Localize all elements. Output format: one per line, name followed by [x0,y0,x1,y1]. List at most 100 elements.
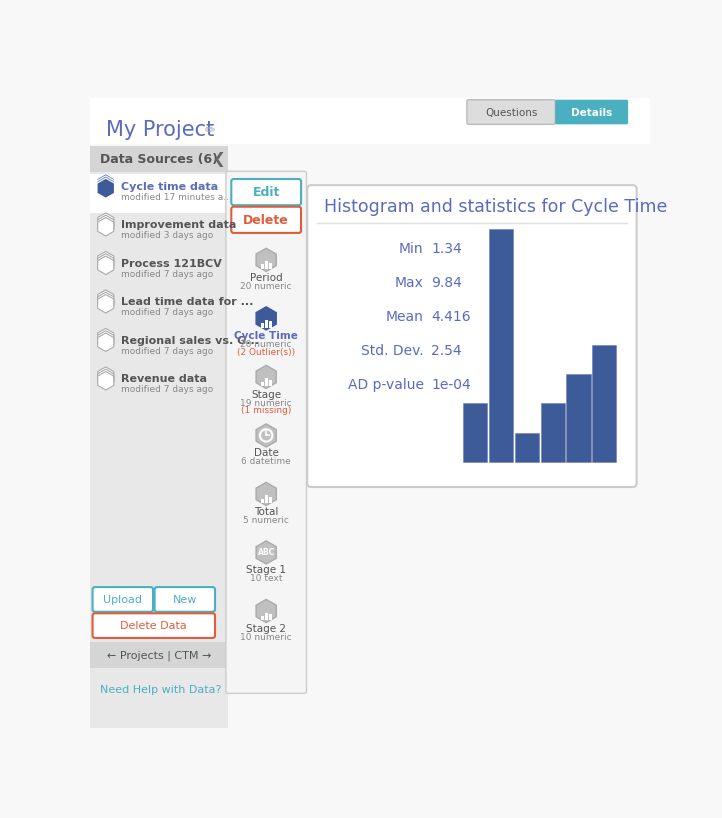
FancyBboxPatch shape [308,185,637,487]
Text: 6 datetime: 6 datetime [241,457,291,466]
Text: Cycle time data: Cycle time data [121,182,218,191]
FancyBboxPatch shape [269,497,271,503]
Text: modified 3 days ago: modified 3 days ago [121,231,214,240]
Polygon shape [256,541,277,564]
Polygon shape [256,424,277,447]
FancyBboxPatch shape [90,146,228,172]
FancyBboxPatch shape [515,433,539,461]
Polygon shape [256,249,277,272]
FancyBboxPatch shape [265,379,268,386]
Polygon shape [97,251,114,270]
Polygon shape [97,173,115,194]
FancyBboxPatch shape [92,614,215,638]
Text: modified 7 days ago: modified 7 days ago [121,347,214,356]
FancyBboxPatch shape [541,403,565,461]
Polygon shape [97,333,114,352]
Text: Std. Dev.: Std. Dev. [361,344,424,357]
Polygon shape [97,215,114,234]
Text: 20 numeric: 20 numeric [240,281,292,290]
FancyBboxPatch shape [90,146,228,731]
FancyBboxPatch shape [463,403,487,461]
FancyBboxPatch shape [90,642,228,668]
Text: Data Sources (6): Data Sources (6) [100,153,217,166]
Text: 5 numeric: 5 numeric [243,515,289,524]
Polygon shape [97,178,115,198]
Polygon shape [97,256,114,275]
Text: (1 missing): (1 missing) [241,407,292,416]
FancyBboxPatch shape [467,100,555,124]
FancyBboxPatch shape [226,171,306,694]
Text: Questions: Questions [485,108,537,118]
FancyBboxPatch shape [261,498,264,503]
FancyBboxPatch shape [265,262,268,269]
Text: modified 7 days ago: modified 7 days ago [121,308,214,317]
Polygon shape [256,600,277,622]
FancyBboxPatch shape [592,345,617,461]
FancyBboxPatch shape [231,179,301,205]
Text: 1.34: 1.34 [431,242,462,256]
FancyBboxPatch shape [92,587,153,612]
Text: Min: Min [399,242,424,256]
Text: Date: Date [253,448,279,458]
Polygon shape [97,330,114,349]
Polygon shape [97,294,114,313]
Text: ❮: ❮ [213,152,225,167]
Text: Delete: Delete [243,214,289,227]
Text: (2 Outlier(s)): (2 Outlier(s)) [237,348,295,357]
Text: modified 7 days ago: modified 7 days ago [121,270,214,279]
FancyBboxPatch shape [269,380,271,386]
Polygon shape [97,328,114,347]
Text: ✏: ✏ [205,124,215,137]
Text: 19 numeric: 19 numeric [240,398,292,407]
Text: Stage: Stage [251,389,282,400]
Text: New: New [173,596,197,605]
Text: 2.54: 2.54 [431,344,462,357]
FancyBboxPatch shape [269,263,271,269]
Polygon shape [256,483,277,506]
Text: Upload: Upload [103,596,142,605]
FancyBboxPatch shape [261,264,264,269]
Text: Stage 2: Stage 2 [246,623,286,634]
Polygon shape [97,371,114,390]
Polygon shape [97,176,115,196]
Text: Mean: Mean [386,310,424,324]
Polygon shape [256,307,277,330]
Text: Histogram and statistics for Cycle Time: Histogram and statistics for Cycle Time [323,199,667,217]
Polygon shape [256,366,277,389]
Polygon shape [97,367,114,385]
Polygon shape [97,292,114,311]
Text: Total: Total [254,506,279,517]
Polygon shape [97,254,114,272]
FancyBboxPatch shape [269,614,271,620]
FancyBboxPatch shape [90,174,228,213]
Text: 20 numeric: 20 numeric [240,340,292,349]
Text: Period: Period [250,272,282,282]
Text: ← Projects | CTM →: ← Projects | CTM → [107,650,212,661]
Text: Lead time data for ...: Lead time data for ... [121,297,253,308]
FancyBboxPatch shape [566,375,591,461]
FancyBboxPatch shape [269,321,271,328]
FancyBboxPatch shape [265,613,268,620]
Text: AD p-value: AD p-value [347,378,424,392]
Text: Max: Max [395,276,424,290]
Text: ABC: ABC [258,548,275,557]
FancyBboxPatch shape [231,207,301,233]
Text: 10 numeric: 10 numeric [240,632,292,641]
Text: modified 7 days ago: modified 7 days ago [121,385,214,394]
Polygon shape [97,218,114,236]
Text: My Project: My Project [105,120,214,141]
Text: modified 17 minutes a...: modified 17 minutes a... [121,193,232,202]
FancyBboxPatch shape [261,323,264,328]
Polygon shape [97,213,114,231]
FancyBboxPatch shape [489,229,513,461]
Text: 4.416: 4.416 [431,310,471,324]
Text: Stage 1: Stage 1 [246,565,286,575]
Text: Revenue data: Revenue data [121,374,207,384]
Text: Cycle Time: Cycle Time [234,331,298,341]
Polygon shape [97,290,114,308]
Text: Delete Data: Delete Data [121,622,187,631]
FancyBboxPatch shape [90,98,650,144]
Text: Process 121BCV: Process 121BCV [121,258,222,268]
Text: 1e-04: 1e-04 [431,378,471,392]
FancyBboxPatch shape [265,496,268,503]
